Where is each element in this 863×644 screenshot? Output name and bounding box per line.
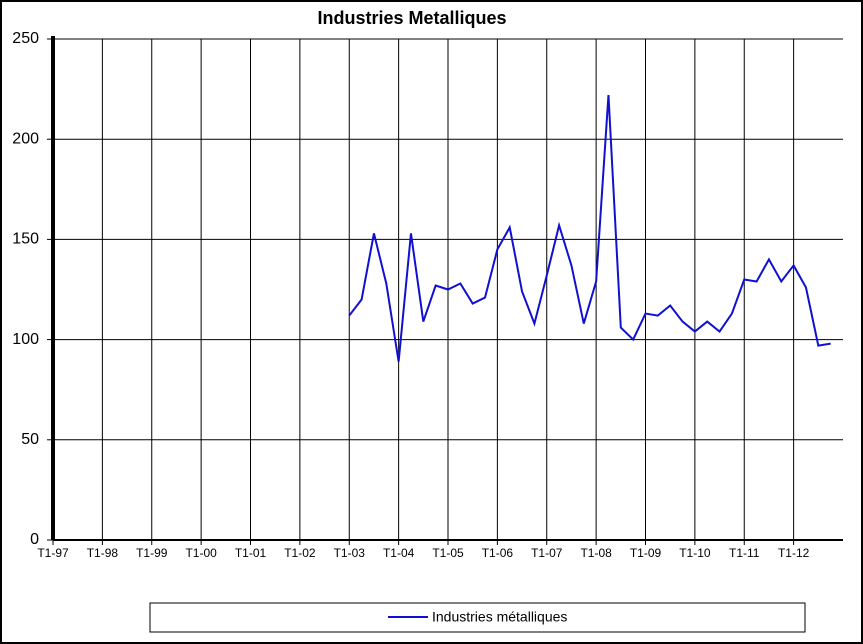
x-tick-label: T1-99 <box>136 546 168 560</box>
x-tick-label: T1-07 <box>531 546 563 560</box>
x-tick-label: T1-04 <box>383 546 415 560</box>
x-tick-label: T1-98 <box>87 546 119 560</box>
y-tick-label: 50 <box>21 431 39 448</box>
x-tick-label: T1-08 <box>580 546 612 560</box>
x-tick-label: T1-09 <box>630 546 662 560</box>
chart-title: Industries Metalliques <box>317 8 506 28</box>
y-tick-label: 0 <box>30 531 39 548</box>
y-tick-label: 200 <box>12 130 39 147</box>
legend-label: Industries métalliques <box>432 609 567 625</box>
y-tick-label: 250 <box>12 30 39 47</box>
x-tick-label: T1-10 <box>679 546 711 560</box>
x-tick-label: T1-12 <box>778 546 810 560</box>
y-tick-label: 100 <box>12 331 39 348</box>
legend-box <box>149 602 806 633</box>
x-tick-label: T1-06 <box>482 546 514 560</box>
x-tick-label: T1-97 <box>37 546 69 560</box>
line-series <box>348 95 831 362</box>
y-tick-label: 150 <box>12 231 39 248</box>
x-tick-label: T1-05 <box>432 546 464 560</box>
x-tick-label: T1-11 <box>729 546 760 560</box>
x-tick-label: T1-02 <box>284 546 316 560</box>
x-tick-label: T1-03 <box>334 546 366 560</box>
x-tick-label: T1-00 <box>185 546 217 560</box>
x-tick-label: T1-01 <box>235 546 267 560</box>
